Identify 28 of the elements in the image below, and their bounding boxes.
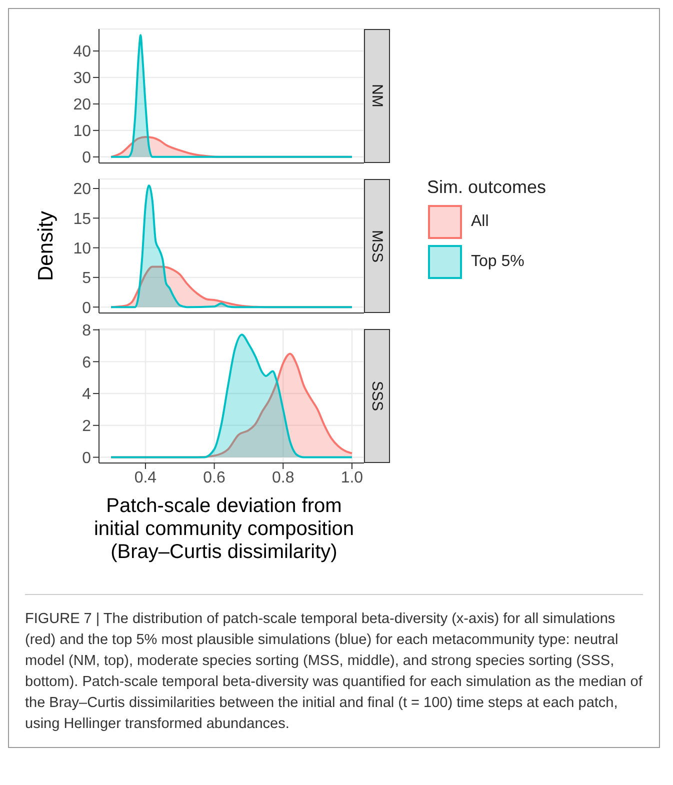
y-tick-label: 0 (82, 150, 92, 167)
y-tick-label: 10 (73, 123, 92, 140)
x-tick-label: 1.0 (340, 469, 364, 486)
legend-label: Top 5% (471, 253, 524, 271)
text: SSS (364, 329, 390, 463)
legend-label: All (471, 213, 489, 231)
y-tick-label: 6 (82, 354, 92, 372)
y-tick-label: 2 (82, 418, 92, 436)
y-axis-title: Density (34, 210, 58, 282)
y-tick-label: 4 (82, 386, 92, 404)
x-axis-title: Patch-scale deviation from initial community composition (Bray–Curtis dissimilarity) (92, 495, 356, 564)
text: MSS (364, 179, 390, 313)
caption: FIGURE 7 | The distribution of patch-scale temporal beta-diversity (x-axis) for all simulations (red) and the top 5% most plausible simulations (blue) for each metacommunity type: neutral model (NM, top), moderate species sorting (MSS, middle), and strong species sorting (SSS, bottom). Patch-scale temporal beta-diversity was quantified for each simulation as the median of the Bray–Curtis dissimilarities between the initial and final (t = 100) time steps at each patch, using Hellinger transformed abundances. (25, 594, 643, 735)
y-tick-label: 40 (73, 44, 92, 61)
y-tick-label: 20 (73, 96, 92, 114)
y-tick-label: 30 (73, 70, 92, 88)
y-tick-label: 10 (73, 240, 92, 258)
y-tick-label: 15 (73, 210, 92, 228)
y-tick-label: 8 (82, 322, 92, 340)
legend-title: Sim. outcomes (427, 177, 546, 198)
y-tick-label: 0 (82, 300, 92, 317)
x-tick-label: 0.8 (272, 469, 294, 486)
y-tick-label: 5 (82, 270, 92, 288)
y-tick-label: 20 (73, 181, 92, 198)
y-tick-label: 0 (82, 450, 92, 467)
x-tick-label: 0.6 (203, 469, 226, 486)
text: NM (364, 29, 390, 163)
x-tick-label: 0.4 (134, 469, 157, 486)
